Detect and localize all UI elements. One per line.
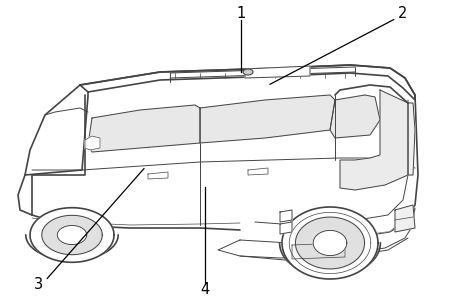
Text: 4: 4 (200, 282, 209, 297)
Polygon shape (395, 205, 415, 232)
Polygon shape (57, 225, 87, 244)
Polygon shape (292, 243, 345, 259)
Polygon shape (280, 210, 292, 222)
Polygon shape (245, 66, 310, 78)
Polygon shape (88, 105, 200, 152)
Text: 3: 3 (34, 277, 43, 292)
Polygon shape (218, 208, 415, 258)
Polygon shape (85, 136, 100, 150)
Polygon shape (313, 230, 347, 256)
Polygon shape (330, 95, 380, 138)
Text: 1: 1 (236, 6, 245, 21)
Polygon shape (280, 222, 292, 234)
Polygon shape (200, 95, 335, 143)
Polygon shape (248, 168, 268, 175)
Polygon shape (408, 103, 415, 175)
Text: 2: 2 (398, 6, 407, 21)
Polygon shape (30, 208, 114, 262)
Polygon shape (148, 172, 168, 179)
Polygon shape (340, 90, 408, 190)
Polygon shape (296, 217, 365, 269)
Polygon shape (80, 65, 415, 100)
Ellipse shape (243, 69, 253, 75)
Polygon shape (18, 65, 420, 245)
Polygon shape (282, 207, 378, 279)
Polygon shape (42, 215, 102, 255)
